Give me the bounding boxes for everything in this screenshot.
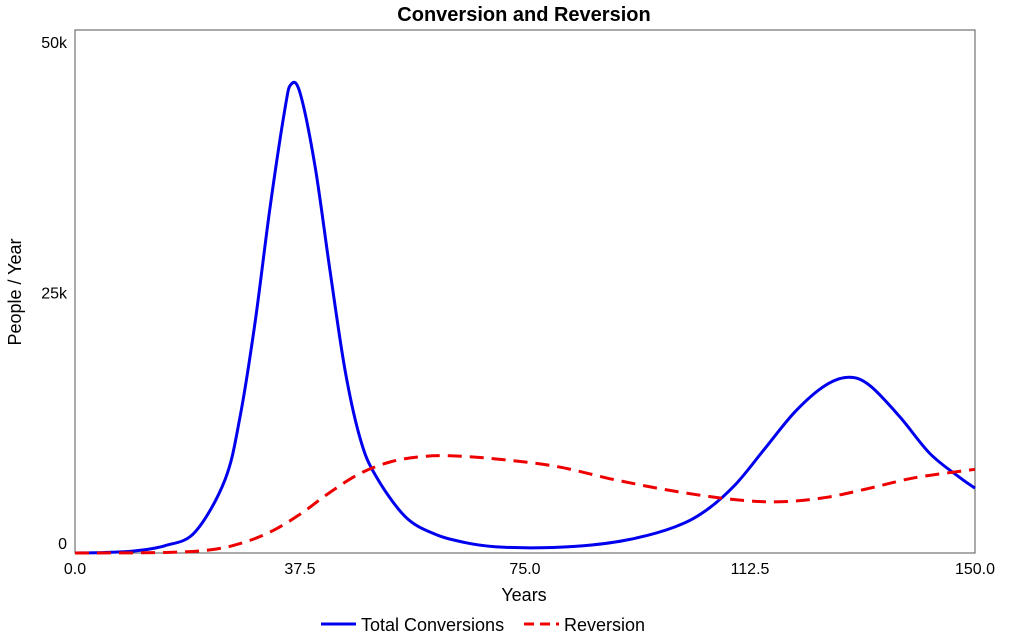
y-tick-label: 0 [58,536,67,553]
y-tick-label: 25k [41,286,68,303]
x-tick-label: 75.0 [509,561,540,578]
x-tick-label: 150.0 [955,561,995,578]
y-tick-label: 50k [41,35,68,52]
series-line-total-conversions [74,80,976,555]
legend-label-reversion: Reversion [564,615,645,635]
legend: Total Conversions Reversion [321,615,645,635]
x-tick-label: 37.5 [284,561,315,578]
x-tick-label: 0.0 [64,561,86,578]
y-axis-label: People / Year [5,238,25,345]
legend-label-total-conversions: Total Conversions [361,615,504,635]
series-line-reversion [74,454,976,555]
chart-title: Conversion and Reversion [397,4,650,26]
x-tick-label: 112.5 [731,561,770,578]
x-axis-label: Years [501,585,546,605]
plot-area [74,29,976,554]
